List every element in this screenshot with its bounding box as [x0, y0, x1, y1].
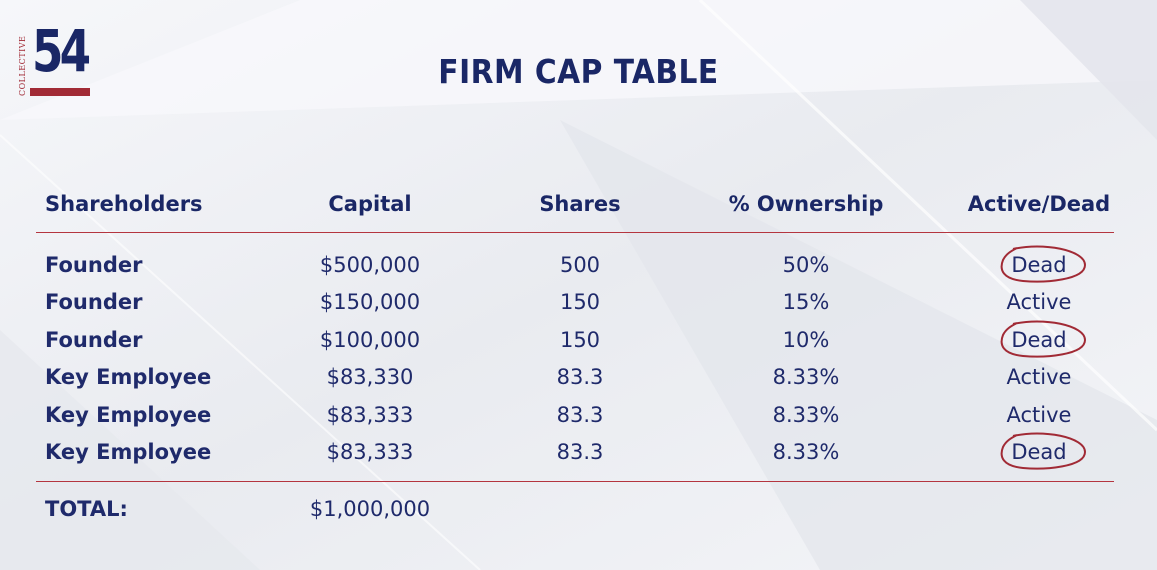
- shareholder-cell: Founder: [45, 253, 143, 277]
- ownership-cell: 15%: [782, 290, 830, 314]
- shares-cell: 500: [559, 253, 601, 277]
- dead-circle-mark: [1000, 432, 1087, 470]
- header-divider: [36, 232, 1114, 233]
- column-header-shares: Shares: [539, 192, 621, 216]
- column-header-ownership: % Ownership: [728, 192, 884, 216]
- status-cell: Active: [1006, 403, 1072, 427]
- shares-cell: 150: [559, 290, 601, 314]
- shareholder-cell: Key Employee: [45, 440, 212, 464]
- capital-cell: $83,333: [326, 440, 414, 464]
- ownership-cell: 8.33%: [772, 365, 840, 389]
- shareholder-cell: Founder: [45, 290, 143, 314]
- status-label: Dead: [1011, 328, 1067, 352]
- shareholder-cell: Key Employee: [45, 403, 212, 427]
- column-header-capital: Capital: [328, 192, 412, 216]
- page-title: FIRM CAP TABLE: [438, 52, 719, 91]
- shareholder-cell: Key Employee: [45, 365, 212, 389]
- shares-cell: 83.3: [556, 440, 604, 464]
- status-cell: Dead: [939, 320, 1139, 358]
- total-capital: $1,000,000: [309, 497, 431, 521]
- status-label: Dead: [1011, 440, 1067, 464]
- capital-cell: $100,000: [319, 328, 421, 352]
- ownership-cell: 8.33%: [772, 403, 840, 427]
- dead-circle-mark: [1000, 320, 1087, 358]
- status-cell: Dead: [939, 245, 1139, 283]
- logo-number: 54: [32, 17, 91, 85]
- shares-cell: 83.3: [556, 365, 604, 389]
- ownership-cell: 50%: [782, 253, 830, 277]
- column-header-shareholders: Shareholders: [45, 192, 203, 216]
- dead-circle-mark: [1000, 245, 1087, 283]
- status-label: Dead: [1011, 253, 1067, 277]
- capital-cell: $500,000: [319, 253, 421, 277]
- capital-cell: $83,333: [326, 403, 414, 427]
- status-cell: Dead: [939, 432, 1139, 470]
- column-header-status: Active/Dead: [967, 192, 1111, 216]
- total-divider: [36, 481, 1114, 482]
- collective-54-logo: COLLECTIVE 54: [18, 18, 92, 98]
- logo-underline: [30, 88, 90, 96]
- status-cell: Active: [1006, 365, 1072, 389]
- ownership-cell: 8.33%: [772, 440, 840, 464]
- shareholder-cell: Founder: [45, 328, 143, 352]
- shares-cell: 150: [559, 328, 601, 352]
- capital-cell: $150,000: [319, 290, 421, 314]
- shares-cell: 83.3: [556, 403, 604, 427]
- total-label: TOTAL:: [45, 497, 128, 521]
- ownership-cell: 10%: [782, 328, 830, 352]
- capital-cell: $83,330: [326, 365, 414, 389]
- status-cell: Active: [1006, 290, 1072, 314]
